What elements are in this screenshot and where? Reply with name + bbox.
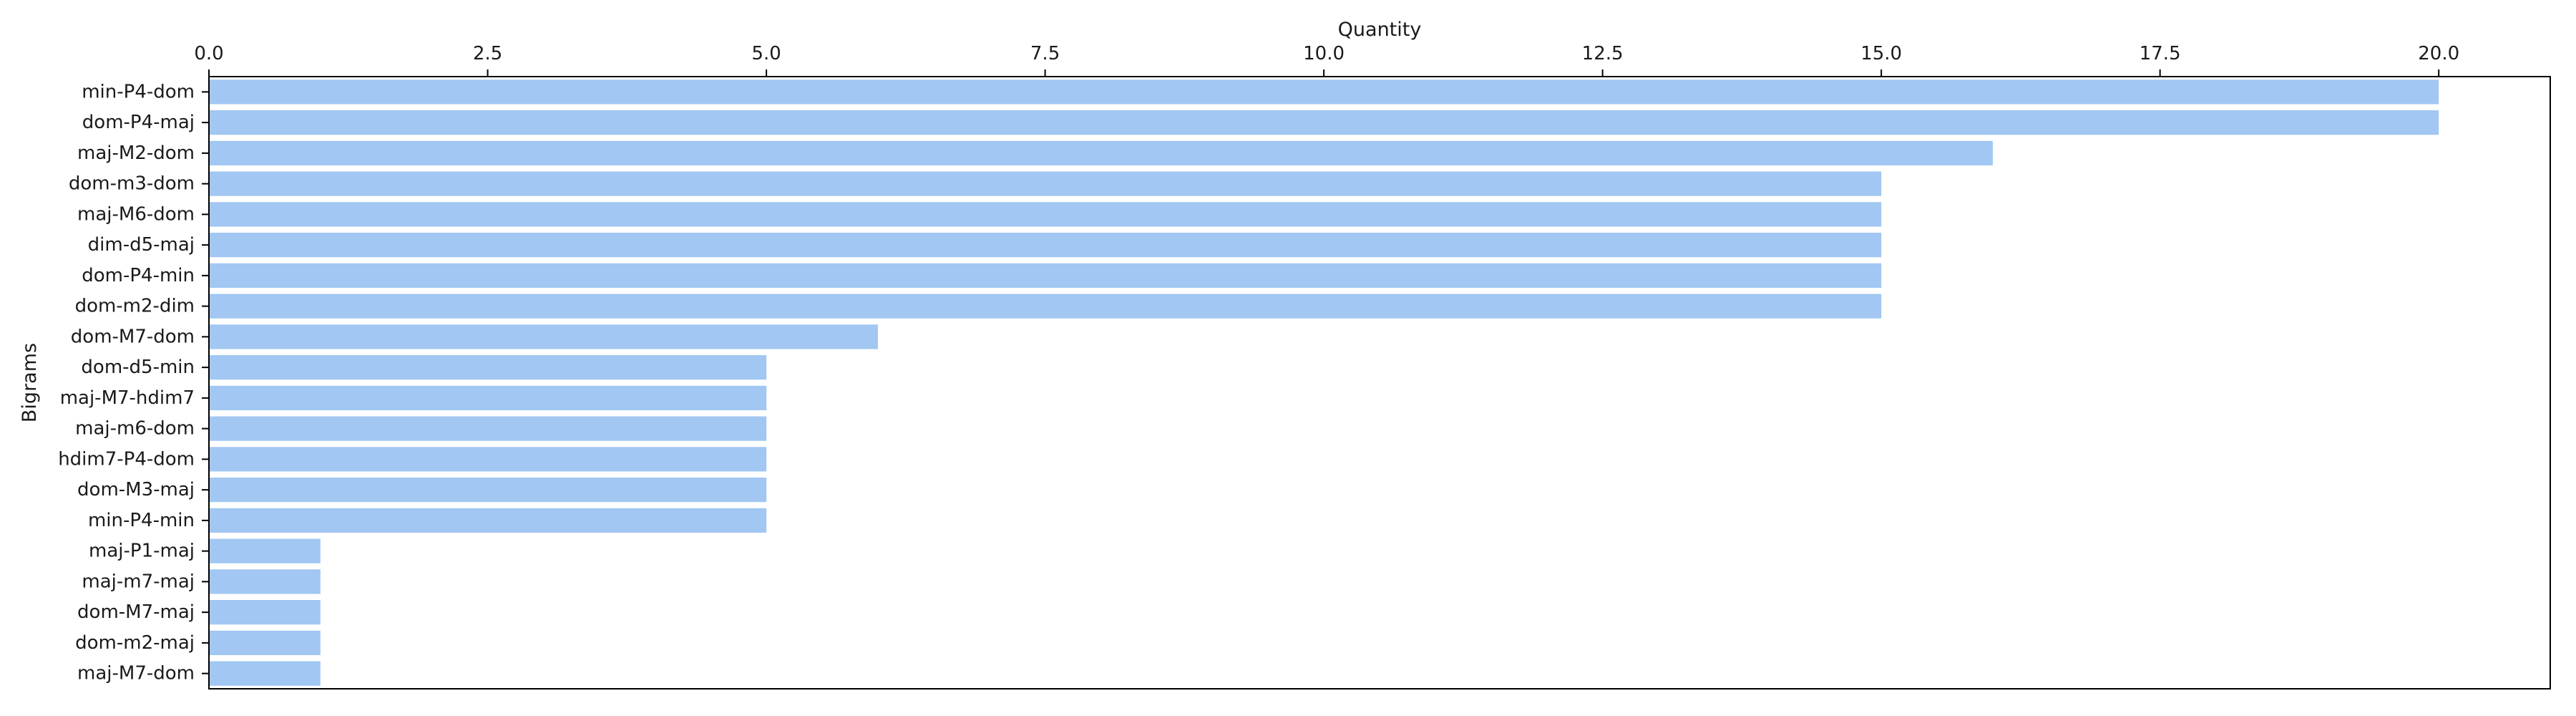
x-tick-label: 7.5 (1030, 43, 1060, 64)
x-tick-label: 0.0 (194, 43, 223, 64)
bar-maj-m7-maj (210, 569, 321, 594)
bar-maj-M7-dom (210, 661, 321, 686)
bar-dom-d5-min (210, 355, 767, 380)
y-tick-label: min-P4-min (88, 510, 195, 531)
y-tick-label: dom-M7-maj (77, 601, 195, 623)
y-tick-label: maj-m7-maj (82, 571, 195, 592)
x-tick-label: 17.5 (2140, 43, 2181, 64)
y-tick-label: maj-P1-maj (89, 541, 195, 562)
bar-min-P4-dom (210, 79, 2439, 105)
y-axis-title: Bigrams (19, 343, 41, 422)
x-tick-label: 5.0 (751, 43, 781, 64)
x-tick-label: 20.0 (2418, 43, 2459, 64)
bars-group (210, 79, 2439, 686)
y-tick-label: dom-M7-dom (71, 326, 195, 347)
bar-maj-M2-dom (210, 140, 1993, 165)
x-tick-label: 2.5 (473, 43, 502, 64)
bar-dim-d5-maj (210, 233, 1882, 258)
bar-dom-P4-maj (210, 110, 2439, 135)
x-tick-label: 12.5 (1582, 43, 1624, 64)
bar-dom-M3-maj (210, 478, 767, 503)
bar-dom-m2-maj (210, 630, 321, 655)
y-tick-label: maj-M7-hdim7 (60, 387, 195, 409)
x-tick-label: 15.0 (1860, 43, 1902, 64)
bar-maj-P1-maj (210, 538, 321, 563)
y-tick-label: dom-d5-min (81, 357, 195, 378)
bar-maj-M7-hdim7 (210, 385, 767, 410)
y-tick-label: hdim7-P4-dom (58, 448, 195, 470)
y-tick-label: dom-m2-maj (75, 632, 195, 654)
y-tick-label: dom-m2-dim (75, 296, 195, 317)
y-tick-label: dim-d5-maj (88, 234, 195, 256)
y-tick-label: dom-M3-maj (77, 479, 195, 500)
plot-area (208, 76, 2551, 690)
y-axis: min-P4-dom dom-P4-maj maj-M2-dom dom-m3-dom… (58, 81, 209, 684)
plot-frame (208, 76, 2551, 690)
y-tick-label: min-P4-dom (82, 81, 195, 102)
bar-dom-M7-maj (210, 600, 321, 625)
x-axis: 0.0 2.5 5.0 7.5 10.0 12.5 15.0 17.5 20.0 (194, 43, 2459, 77)
bar-min-P4-min (210, 508, 767, 533)
y-tick-label: maj-M2-dom (77, 142, 195, 164)
bar-dom-m2-dim (210, 294, 1882, 319)
y-tick-label: maj-M7-dom (77, 663, 195, 684)
bar-maj-M6-dom (210, 202, 1882, 227)
bar-maj-m6-dom (210, 416, 767, 441)
y-tick-label: maj-M6-dom (77, 203, 195, 225)
bar-dom-M7-dom (210, 324, 878, 349)
bar-dom-P4-min (210, 263, 1882, 288)
x-axis-title: Quantity (1338, 19, 1422, 41)
x-tick-label: 10.0 (1303, 43, 1345, 64)
y-tick-label: dom-P4-maj (82, 112, 195, 133)
bar-hdim7-P4-dom (210, 447, 767, 472)
bar-dom-m3-dom (210, 171, 1882, 196)
y-tick-label: dom-P4-min (82, 265, 195, 286)
y-tick-label: dom-m3-dom (69, 173, 195, 195)
y-tick-label: maj-m6-dom (75, 418, 195, 440)
